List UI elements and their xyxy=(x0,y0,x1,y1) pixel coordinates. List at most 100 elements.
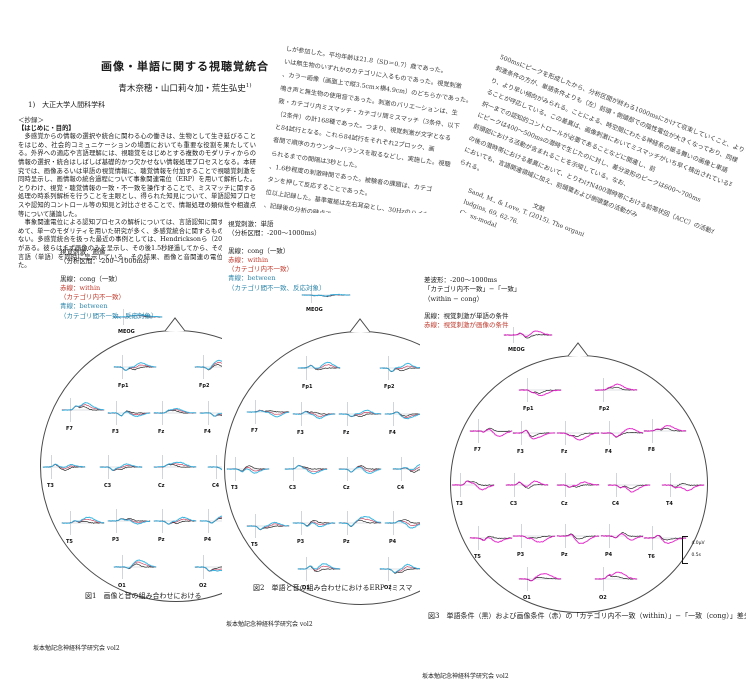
nose-marker xyxy=(348,317,372,337)
legend-fig2-blue: 青線：between xyxy=(228,274,276,283)
legend-fig2-blue-note: （カテゴリ間不一致、反応対象） xyxy=(228,283,326,292)
electrode-plot-t3: T3 xyxy=(450,472,496,507)
electrode-label: C4 xyxy=(397,485,405,491)
electrode-label: C3 xyxy=(510,501,518,507)
electrode-plot-fz: Fz xyxy=(555,420,601,455)
electrode-label: C3 xyxy=(104,483,112,489)
electrode-label: Cz xyxy=(158,483,165,489)
electrode-plot-cz: Cz xyxy=(152,454,198,489)
electrode-label: O2 xyxy=(599,595,607,601)
electrode-plot-f3: F3 xyxy=(291,401,337,436)
electrode-plot-o1: O1 xyxy=(112,554,158,589)
electrode-label: C4 xyxy=(612,501,620,507)
scale-bar xyxy=(682,536,688,564)
footer-page3: 坂本勉記念神経科学研究会 vol2 xyxy=(422,673,509,680)
electrode-label: P4 xyxy=(204,537,212,543)
meog-plot: MEOG xyxy=(112,308,164,335)
electrode-label: O1 xyxy=(523,595,531,601)
electrode-plot-pz: Pz xyxy=(555,523,601,558)
affiliation: 1) 大正大学人間科学科 xyxy=(28,101,106,109)
electrode-plot-t4: T4 xyxy=(660,472,706,507)
legend-fig3-line2: 「カテゴリ内不一致」−「一致」 xyxy=(424,285,521,294)
electrode-label: P3 xyxy=(517,552,525,558)
electrode-label: P3 xyxy=(112,537,120,543)
legend-fig2-red-note: （カテゴリ内不一致） xyxy=(228,265,293,274)
electrode-plot-c3: C3 xyxy=(98,454,144,489)
electrode-label: F7 xyxy=(474,447,481,453)
legend-fig3-line1: 差波形：-200～1000ms xyxy=(424,276,498,284)
legend-fig1-blue-note: （カテゴリ間不一致、反応対象） xyxy=(60,311,158,320)
authors-line: 青木奈穂・山口莉々加・荒生弘史1) xyxy=(20,82,350,94)
electrode-label: T6 xyxy=(648,554,655,560)
electrode-plot-f3: F3 xyxy=(511,420,557,455)
electrode-label: Fz xyxy=(343,430,350,436)
legend-fig1-red: 赤線：within xyxy=(60,283,101,292)
electrode-plot-c3: C3 xyxy=(283,456,329,491)
footer-page2: 坂本勉記念神経科学研究会 vol2 xyxy=(226,621,313,628)
legend-fig1-stimulus: 視覚刺激：画像 xyxy=(60,248,106,256)
abstract-paragraph-1: 多感覚からの情報の選択や統合に関わる心の働きは、生物として生き延びることをはじめ… xyxy=(18,133,256,218)
scale-marker: 4.0μV 0.5s xyxy=(682,536,705,564)
electrode-label: T3 xyxy=(456,501,463,507)
legend-fig3: 差波形：-200～1000ms 「カテゴリ内不一致」−「一致」 （within … xyxy=(424,276,520,330)
electrode-plot-fp2: Fp2 xyxy=(378,355,424,390)
legend-fig1-interval: （分析区間：-200～1000ms） xyxy=(60,257,153,266)
electrode-plot-fp1: Fp1 xyxy=(517,377,563,412)
electrode-plot-t5: T5 xyxy=(60,510,106,545)
electrode-label: Fp1 xyxy=(118,383,129,389)
footer-page1: 坂本勉記念神経科学研究会 vol2 xyxy=(33,645,120,652)
electrode-plot-fp2: Fp2 xyxy=(593,377,639,412)
electrode-plot-cz: Cz xyxy=(555,472,601,507)
legend-fig2: 視覚刺激：単語 （分析区間：-200～1000ms） 黒線：cong（一致） 赤… xyxy=(228,220,326,293)
abstract-subheading: 【はじめに・目的】 xyxy=(18,124,75,132)
legend-fig1: 視覚刺激：画像 （分析区間：-200～1000ms） 黒線：cong（一致） 赤… xyxy=(60,248,158,321)
electrode-label: Fz xyxy=(158,429,165,435)
meog-plot: MEOG xyxy=(300,286,352,313)
electrode-plot-fz: Fz xyxy=(337,401,383,436)
electrode-label: Fp2 xyxy=(199,383,210,389)
electrode-label: Fp2 xyxy=(384,384,395,390)
electrode-label: O1 xyxy=(118,583,126,589)
electrode-label: Fp2 xyxy=(599,406,610,412)
electrode-label: C3 xyxy=(289,485,297,491)
electrode-label: T5 xyxy=(66,539,73,545)
electrode-plot-t5: T5 xyxy=(468,525,514,560)
legend-fig2-stimulus: 視覚刺激：単語 xyxy=(228,220,274,228)
electrode-label: Cz xyxy=(343,485,350,491)
legend-fig3-line3: （within − cong） xyxy=(424,294,484,303)
electrode-label: Pz xyxy=(158,537,165,543)
scale-time-label: 0.5s xyxy=(691,553,701,558)
figure2-caption: 図2 単語と音の組み合わせにおけるERP（ミスマ xyxy=(253,584,413,592)
electrode-label: F7 xyxy=(251,428,258,434)
scale-amplitude-label: 4.0μV xyxy=(691,541,705,546)
electrode-plot-fp1: Fp1 xyxy=(296,355,342,390)
electrode-plot-fz: Fz xyxy=(152,400,198,435)
electrode-plot-t6: T6 xyxy=(642,525,688,560)
electrode-label: Fz xyxy=(561,449,568,455)
electrode-label: F4 xyxy=(605,449,612,455)
authors-superscript: 1) xyxy=(245,83,252,90)
electrode-plot-f8: F8 xyxy=(642,418,688,453)
electrode-plot-o2: O2 xyxy=(378,556,424,591)
electrode-plot-p3: P3 xyxy=(511,523,557,558)
abstract-heading: ＜抄録＞ xyxy=(18,116,44,124)
paper-title: 画像・単語に関する視聴覚統合 xyxy=(101,60,269,73)
electrode-label: T4 xyxy=(666,501,673,507)
electrode-label: P3 xyxy=(297,539,305,545)
electrode-plot-f4: F4 xyxy=(599,420,645,455)
electrode-plot-p3: P3 xyxy=(291,510,337,545)
electrode-plot-o1: O1 xyxy=(296,556,342,591)
meog-label: MEOG xyxy=(118,329,135,335)
electrode-plot-cz: Cz xyxy=(337,456,383,491)
electrode-label: C4 xyxy=(212,483,220,489)
legend-fig2-black: 黒線：cong（一致） xyxy=(228,246,290,255)
electrode-plot-f7: F7 xyxy=(245,399,291,434)
electrode-plot-f7: F7 xyxy=(60,397,106,432)
electrode-label: O2 xyxy=(199,583,207,589)
electrode-label: Pz xyxy=(343,539,350,545)
electrode-plot-c4: C4 xyxy=(606,472,652,507)
electrode-label: T3 xyxy=(47,483,54,489)
title-block: 画像・単語に関する視聴覚統合 青木奈穂・山口莉々加・荒生弘史1) xyxy=(20,58,350,94)
nose-marker xyxy=(566,341,590,361)
